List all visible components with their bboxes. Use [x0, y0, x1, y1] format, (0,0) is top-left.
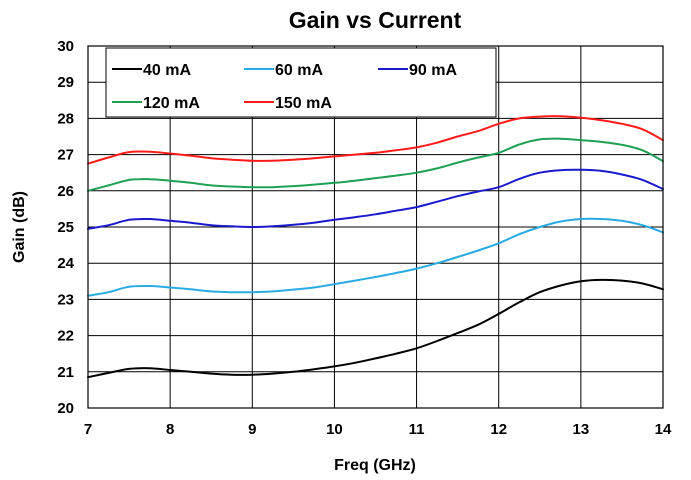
- legend-item: 120 mA: [112, 95, 200, 112]
- x-tick-label: 8: [166, 421, 174, 438]
- x-tick-label: 10: [326, 421, 343, 438]
- series-line-120-ma: [87, 137, 664, 192]
- grid-lines: [88, 46, 663, 408]
- y-tick-label: 30: [57, 38, 74, 55]
- y-tick-label: 26: [57, 183, 74, 200]
- legend-label: 40 mA: [143, 62, 191, 79]
- legend-item: 90 mA: [378, 62, 457, 79]
- x-tick-label: 13: [573, 421, 590, 438]
- y-axis-label: Gain (dB): [11, 191, 28, 263]
- x-tick-label: 12: [490, 421, 507, 438]
- y-tick-label: 29: [57, 74, 74, 91]
- y-tick-label: 21: [57, 364, 74, 381]
- y-tick-label: 27: [57, 147, 74, 164]
- series-line-40-ma: [87, 278, 664, 379]
- legend-box: [105, 47, 497, 118]
- series-line-150-ma: [87, 115, 664, 165]
- y-tick-label: 28: [57, 110, 74, 127]
- legend-item: 60 mA: [244, 62, 323, 79]
- legend-label: 90 mA: [409, 62, 457, 79]
- legend-label: 120 mA: [143, 95, 200, 112]
- series-line-60-ma: [87, 217, 664, 297]
- plot-frame: [87, 45, 664, 409]
- chart-title: Gain vs Current: [289, 7, 462, 33]
- y-tick-labels: 20 21 22 23 24 25 26 27 28 29 30: [57, 38, 74, 417]
- y-tick-label: 24: [57, 255, 74, 272]
- x-tick-label: 11: [409, 421, 425, 438]
- x-axis-label: Freq (GHz): [334, 457, 416, 474]
- legend-item: 40 mA: [112, 62, 191, 79]
- legend-label: 150 mA: [275, 95, 332, 112]
- legend-item: 150 mA: [244, 95, 332, 112]
- y-tick-label: 22: [57, 328, 74, 345]
- legend: 40 mA 60 mA 90 mA 120 mA 150 mA: [105, 47, 497, 118]
- legend-label: 60 mA: [275, 62, 323, 79]
- x-tick-label: 9: [248, 421, 256, 438]
- x-tick-label: 14: [655, 421, 672, 438]
- x-tick-labels: 7 8 9 10 11 12 13 14: [84, 421, 672, 438]
- y-tick-label: 25: [57, 219, 74, 236]
- series-layer: [87, 115, 664, 379]
- series-line-90-ma: [87, 168, 664, 230]
- y-tick-label: 20: [57, 400, 74, 417]
- y-tick-label: 23: [57, 291, 74, 308]
- x-tick-label: 7: [84, 421, 92, 438]
